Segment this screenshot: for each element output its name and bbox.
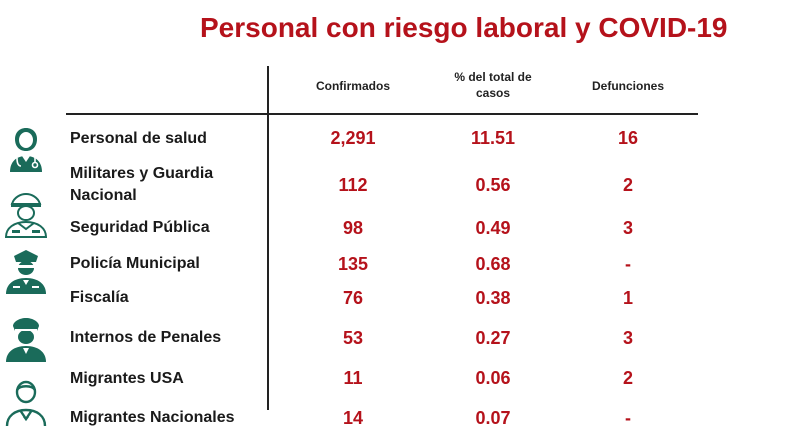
table-header-divider xyxy=(66,113,698,115)
cell-confirmados: 76 xyxy=(342,288,364,308)
cell-porcentaje: 11.51 xyxy=(470,128,516,148)
cell-defunciones: - xyxy=(625,254,631,274)
cell-confirmados: 112 xyxy=(338,175,368,195)
row-label-migrantes-usa: Migrantes USA xyxy=(70,370,184,387)
cell-confirmados: 14 xyxy=(342,408,364,428)
cell-porcentaje: 0.68 xyxy=(475,254,511,274)
cell-defunciones: 2 xyxy=(622,368,633,388)
row-label-militares: Militares y Guardia Nacional xyxy=(70,165,214,204)
cell-porcentaje: 0.49 xyxy=(475,218,511,238)
cell-porcentaje: 0.06 xyxy=(475,368,511,388)
cell-porcentaje: 0.38 xyxy=(475,288,511,308)
cell-defunciones: 3 xyxy=(622,328,633,348)
page-title: Personal con riesgo laboral y COVID-19 xyxy=(200,12,728,43)
cell-defunciones: 3 xyxy=(622,218,633,238)
police-officer-icon xyxy=(2,314,50,362)
cell-confirmados: 53 xyxy=(342,328,364,348)
table-vertical-divider xyxy=(267,66,269,410)
security-officer-icon xyxy=(2,246,50,294)
row-label-seguridad-publica: Seguridad Pública xyxy=(70,219,210,236)
column-header-porcentaje-line2: casos xyxy=(475,86,511,100)
cell-confirmados: 2,291 xyxy=(330,128,376,148)
person-icon xyxy=(2,378,50,426)
cell-defunciones: 16 xyxy=(617,128,639,148)
row-label-policia-municipal: Policía Municipal xyxy=(70,255,200,272)
cell-defunciones: - xyxy=(625,408,631,428)
row-label-migrantes-nacionales: Migrantes Nacionales xyxy=(70,409,235,426)
column-header-porcentaje-line1: % del total de xyxy=(454,70,532,84)
column-header-confirmados: Confirmados xyxy=(315,79,390,93)
column-header-defunciones: Defunciones xyxy=(591,79,664,93)
cell-porcentaje: 0.07 xyxy=(475,408,511,428)
cell-confirmados: 135 xyxy=(337,254,369,274)
cell-confirmados: 11 xyxy=(343,368,363,388)
cell-defunciones: 1 xyxy=(622,288,633,308)
row-label-personal-de-salud: Personal de salud xyxy=(70,130,207,147)
cell-porcentaje: 0.27 xyxy=(475,328,511,348)
doctor-icon xyxy=(2,124,50,172)
soldier-icon xyxy=(2,190,50,238)
cell-confirmados: 98 xyxy=(342,218,364,238)
cell-porcentaje: 0.56 xyxy=(475,175,511,195)
row-label-fiscalia: Fiscalía xyxy=(70,289,129,306)
row-label-internos-de-penales: Internos de Penales xyxy=(70,329,222,346)
cell-defunciones: 2 xyxy=(622,175,633,195)
column-header-porcentaje: % del total de casos xyxy=(433,69,553,101)
